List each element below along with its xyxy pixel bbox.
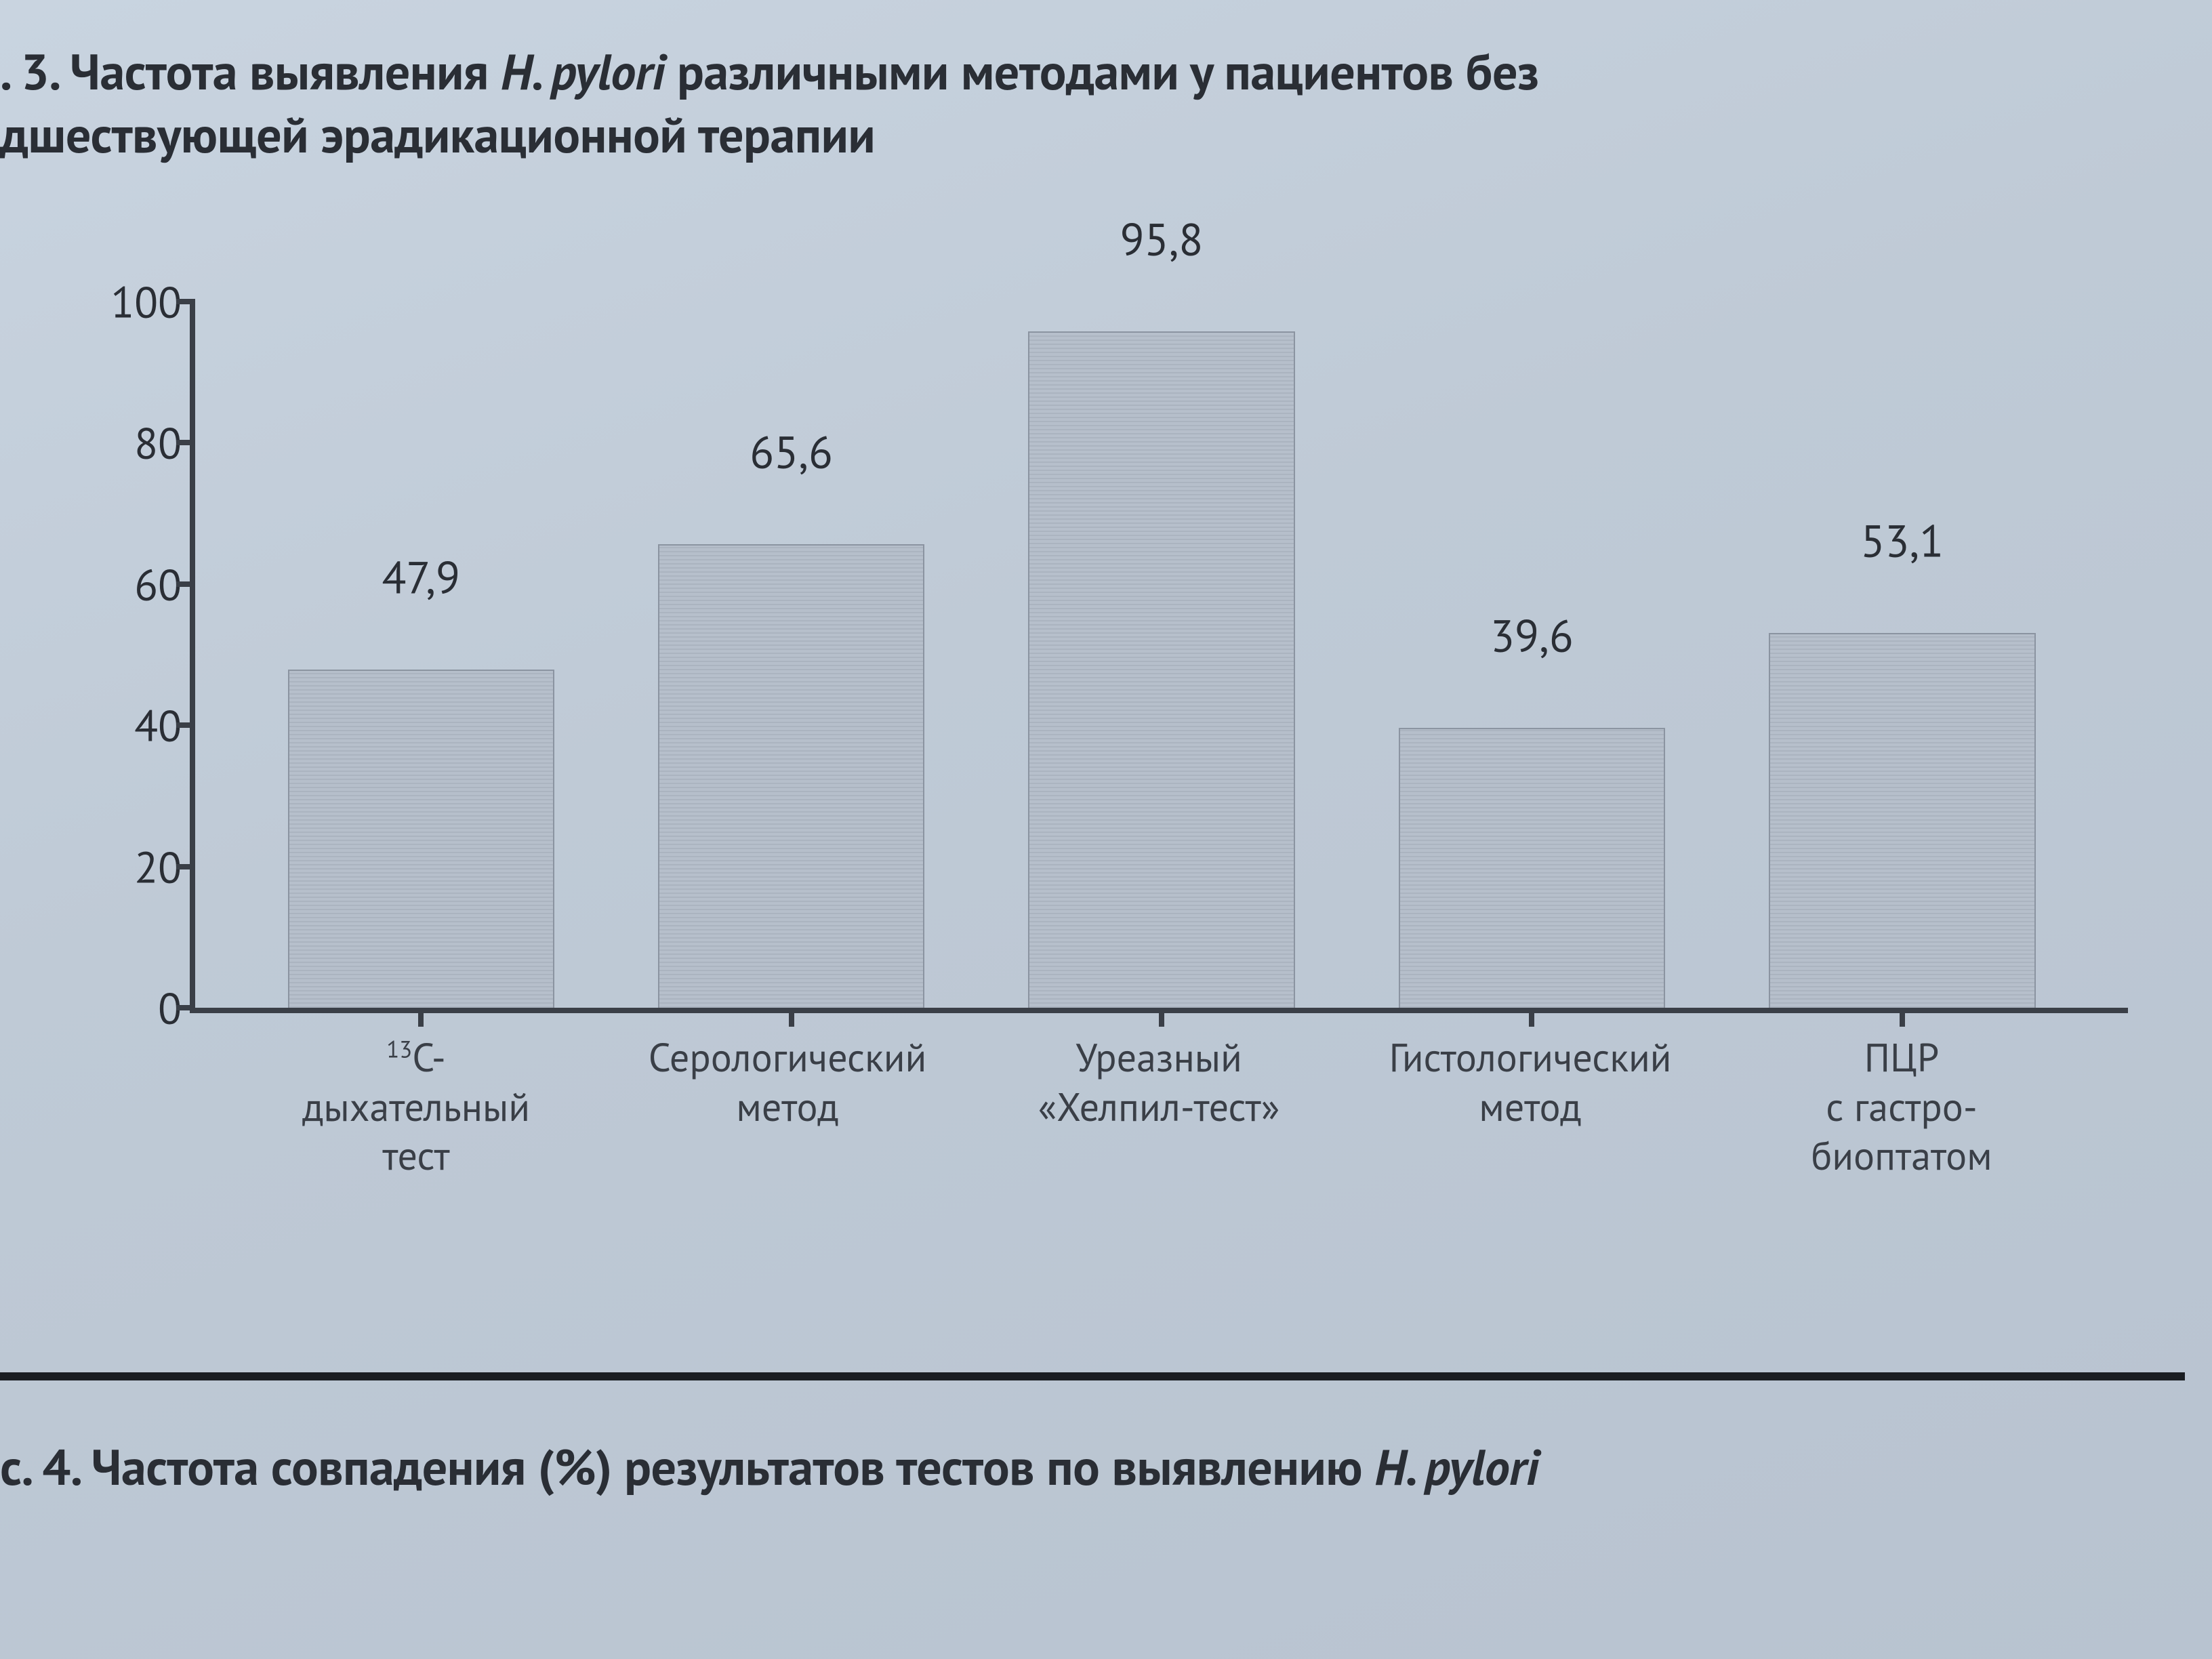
bar <box>288 670 554 1008</box>
ytick-mark <box>176 864 195 869</box>
bar-slot: 65,6 <box>606 302 976 1008</box>
ytick-label-60: 60 <box>80 556 182 612</box>
bar <box>1028 331 1294 1008</box>
ytick-label-40: 40 <box>80 697 182 754</box>
next-species: H. pylori <box>1374 1435 1538 1499</box>
title-prefix: . 3. <box>0 39 70 104</box>
xtick-mark <box>1900 1013 1905 1027</box>
xlabel-line3: биоптатом <box>1811 1130 1992 1181</box>
bar <box>1399 728 1665 1008</box>
xlabel: 13C- дыхательный тест <box>230 1033 602 1181</box>
xlabel-line1: ПЦР <box>1864 1032 1940 1083</box>
x-labels: 13C- дыхательный тест Серологический мет… <box>190 1033 2128 1181</box>
bar-value-label: 47,9 <box>382 548 460 606</box>
bar-value-label: 39,6 <box>1490 607 1574 665</box>
ytick-label-0: 0 <box>80 980 182 1036</box>
xtick-mark <box>1529 1013 1534 1027</box>
xlabel-line2: метод <box>736 1082 838 1132</box>
bar-slot: 95,8 <box>977 302 1347 1008</box>
xlabel: Уреазный «Хелпил-тест» <box>973 1033 1345 1181</box>
bar-slot: 39,6 <box>1347 302 1717 1008</box>
ytick-mark <box>176 440 195 445</box>
bar <box>658 544 924 1008</box>
ytick-label-20: 20 <box>80 838 182 895</box>
bar-value-label: 95,8 <box>1120 210 1204 268</box>
xlabel-line3: тест <box>382 1130 449 1181</box>
bar-value-label: 53,1 <box>1860 512 1944 569</box>
title-line2: дшествующей эрадикационной терапии <box>0 102 875 167</box>
xlabel: Гистологический метод <box>1345 1033 1716 1181</box>
bar-slot: 53,1 <box>1717 302 2087 1008</box>
xtick-mark <box>789 1013 794 1027</box>
figure-3-title: . 3. Частота выявления H. pylori различн… <box>0 41 2131 166</box>
page: . 3. Частота выявления H. pylori различн… <box>0 0 2212 1659</box>
xlabel-line1: Уреазный <box>1076 1032 1242 1083</box>
xlabel-post: C- <box>412 1032 445 1083</box>
ytick-mark <box>176 1005 195 1010</box>
xlabel: Серологический метод <box>602 1033 973 1181</box>
title-tail: различными методами у пациентов без <box>665 39 1539 104</box>
xlabel-line1: Гистологический <box>1389 1032 1672 1083</box>
xlabel-line2: метод <box>1479 1082 1581 1132</box>
bar-value-label: 65,6 <box>750 424 833 481</box>
bar-slot: 47,9 <box>236 302 606 1008</box>
ytick-label-80: 80 <box>80 415 182 471</box>
ytick-mark <box>176 722 195 728</box>
next-main: Частота совпадения (%) результатов тесто… <box>91 1435 1375 1499</box>
bars-container: 47,9 65,6 95,8 39,6 <box>195 302 2128 1008</box>
ytick-label-100: 100 <box>80 274 182 330</box>
xtick-mark <box>1159 1013 1164 1027</box>
bar <box>1769 633 2035 1008</box>
ytick-mark <box>176 581 195 587</box>
section-divider <box>0 1372 2185 1380</box>
ytick-mark <box>176 299 195 304</box>
xlabel-line2: с гастро- <box>1826 1082 1977 1132</box>
figure-4-title: с. 4. Частота совпадения (%) результатов… <box>0 1435 2185 1499</box>
xlabel-line2: «Хелпил-тест» <box>1038 1082 1280 1132</box>
xlabel-line2: дыхательный <box>302 1082 530 1132</box>
xtick-mark <box>418 1013 424 1027</box>
xlabel: ПЦР с гастро- биоптатом <box>1716 1033 2087 1181</box>
xlabel-line1: Серологический <box>649 1032 926 1083</box>
bar-chart: 0 20 40 60 80 100 47,9 65,6 <box>27 247 2169 1250</box>
next-prefix: с. 4. <box>0 1435 91 1499</box>
title-species: H. pylori <box>501 39 665 104</box>
title-main: Частота выявления <box>70 39 501 104</box>
plot-area: 0 20 40 60 80 100 47,9 65,6 <box>190 302 2128 1013</box>
xlabel-sup: 13 <box>386 1034 412 1065</box>
